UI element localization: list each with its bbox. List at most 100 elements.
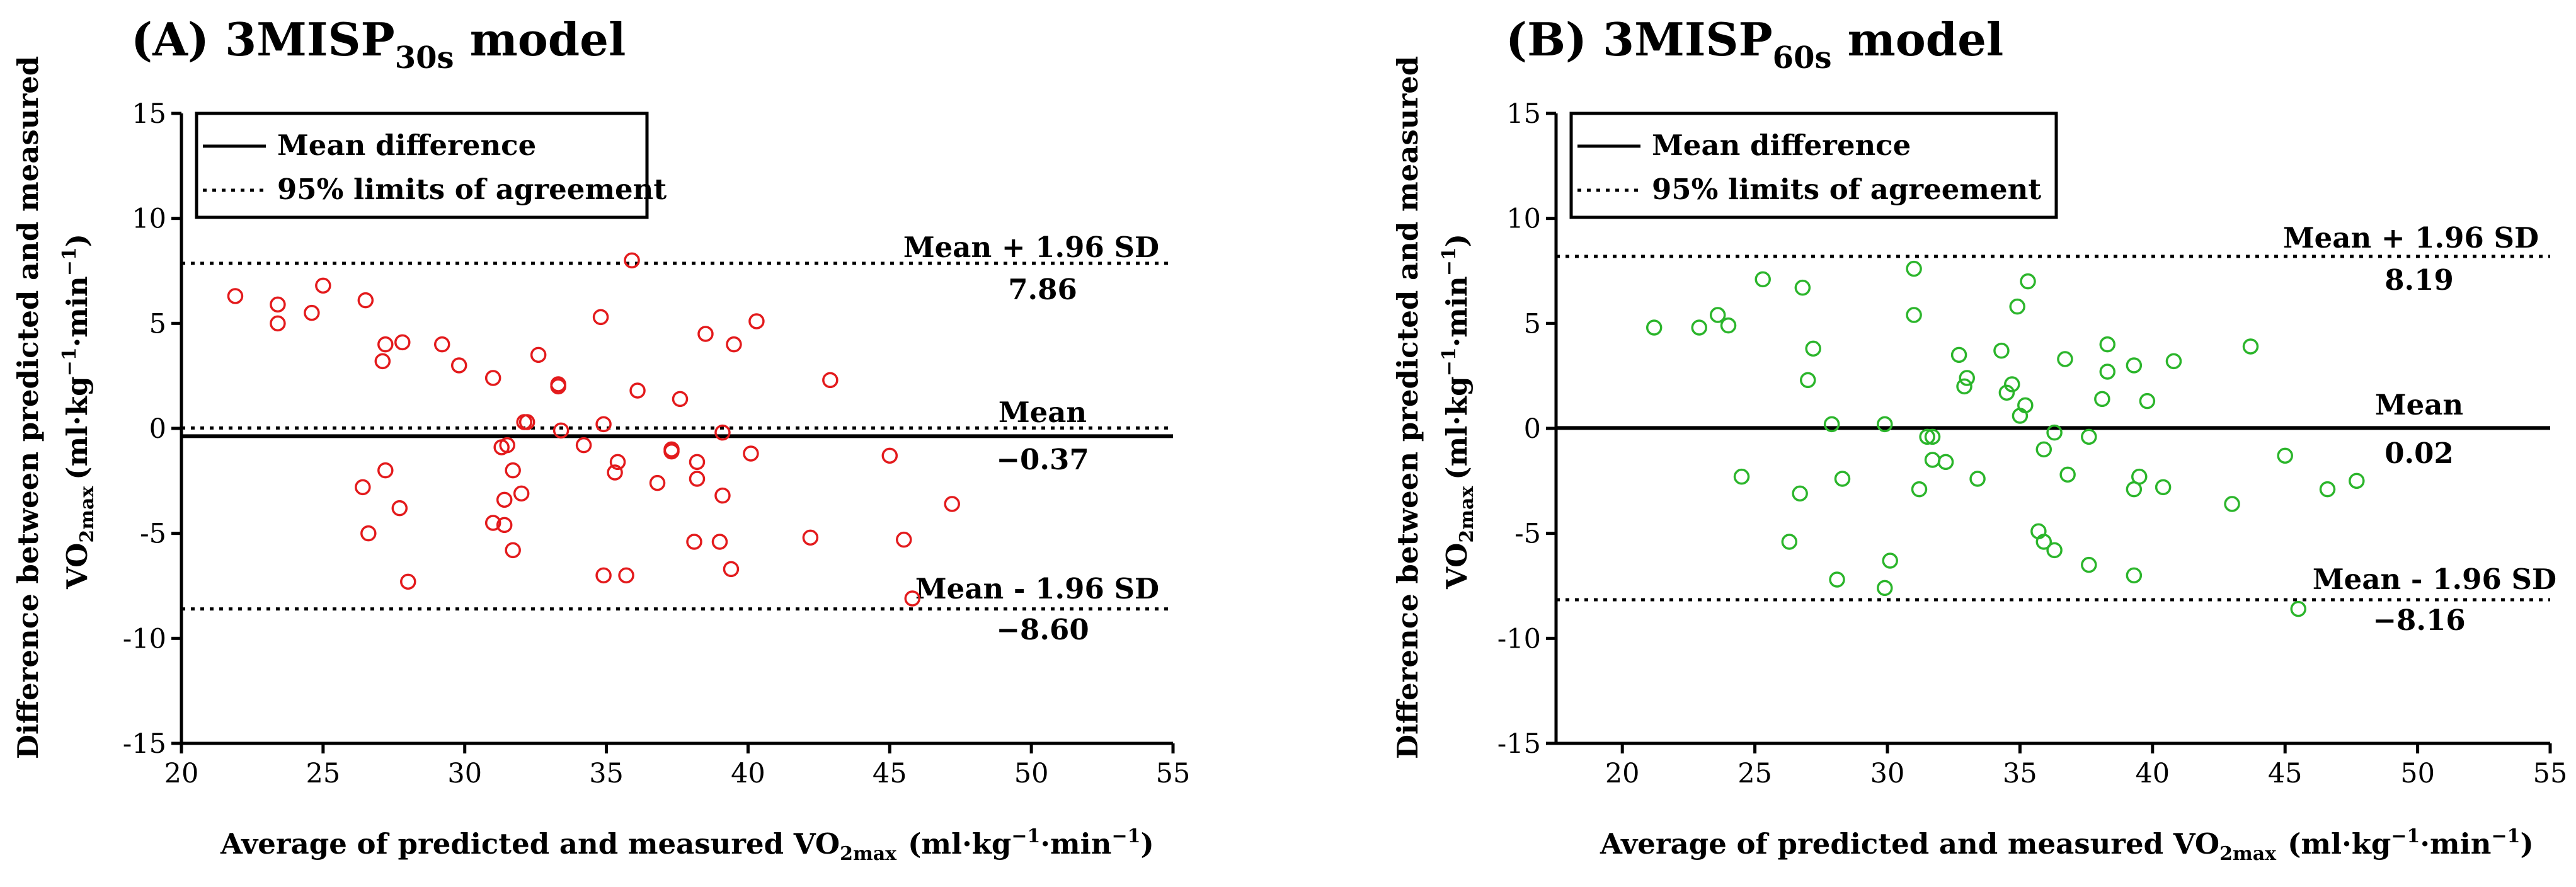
panel-a-upper-label: Mean + 1.96 SD <box>903 231 1159 264</box>
panel-a: (A) 3MISP30s model Difference between pr… <box>11 13 1190 865</box>
data-point <box>802 529 819 546</box>
data-point <box>1755 271 1771 288</box>
x-tick-label: 50 <box>1014 758 1049 789</box>
data-point <box>1993 342 2010 359</box>
data-point <box>1691 319 1707 336</box>
data-point <box>2165 353 2182 370</box>
panel-a-y-axis-label: Difference between predicted and measure… <box>11 56 98 759</box>
panel-a-x-axis-label: Average of predicted and measured VO2max… <box>220 825 1154 865</box>
data-point <box>575 437 592 454</box>
panel-b-title: (B) 3MISP60s model <box>1506 13 2003 76</box>
data-point <box>360 525 377 542</box>
data-point <box>1877 580 1893 597</box>
panel-b-upper-label: Mean + 1.96 SD <box>2283 221 2539 255</box>
data-point <box>2081 556 2097 573</box>
data-point <box>484 370 501 386</box>
data-point <box>822 372 839 389</box>
y-tick-label: 0 <box>149 413 166 445</box>
y-tick-label: 5 <box>149 308 166 340</box>
data-point <box>550 378 566 395</box>
data-point <box>1720 317 1737 334</box>
x-tick-label: 20 <box>1605 758 1640 789</box>
panel-a-lower-value: −8.60 <box>996 613 1089 646</box>
data-point <box>607 464 623 481</box>
data-point <box>304 304 320 321</box>
data-point <box>689 454 706 471</box>
data-point <box>1906 307 1922 323</box>
data-point <box>513 485 530 502</box>
panel-b-legend-mean: Mean difference <box>1652 129 1911 162</box>
panel-a-legend: Mean difference 95% limits of agreement <box>195 112 667 219</box>
data-point <box>2349 472 2365 489</box>
data-point <box>2139 392 2156 409</box>
data-point <box>881 447 898 464</box>
panel-a-legend-box <box>195 112 649 219</box>
panel-b-legend-loa: 95% limits of agreement <box>1652 173 2041 206</box>
data-point <box>2131 468 2148 485</box>
data-point <box>1956 378 1972 395</box>
x-tick-label: 30 <box>447 758 482 789</box>
panel-b-lower-value: −8.16 <box>2373 604 2465 637</box>
panel-a-y-ticks: -15 -10 -5 0 5 10 15 <box>123 98 181 760</box>
data-point <box>1709 307 1726 323</box>
data-point <box>357 292 374 309</box>
x-tick-label: 45 <box>873 758 907 789</box>
panel-b-legend-box <box>1569 112 2058 219</box>
data-point <box>2004 376 2020 392</box>
data-point <box>672 391 689 408</box>
data-point <box>227 288 244 304</box>
y-tick-label: 5 <box>1524 308 1541 340</box>
data-point <box>2081 428 2097 445</box>
data-point <box>743 445 759 462</box>
data-point <box>1792 485 1808 502</box>
x-tick-label: 45 <box>2268 758 2303 789</box>
data-point <box>1959 370 1975 386</box>
data-point <box>904 590 921 607</box>
data-point <box>1911 481 1928 498</box>
data-point <box>1882 552 1898 569</box>
panel-b-legend: Mean difference 95% limits of agreement <box>1569 112 2058 219</box>
data-point <box>697 326 714 342</box>
x-tick-label: 25 <box>306 758 340 789</box>
data-point <box>552 422 570 439</box>
panel-b-upper-value: 8.19 <box>2384 263 2454 297</box>
data-point <box>518 414 535 430</box>
data-point <box>2046 542 2063 559</box>
data-point <box>2099 363 2116 380</box>
data-point <box>2046 424 2063 441</box>
data-point <box>663 443 680 460</box>
data-point <box>1924 428 1941 445</box>
data-point <box>2012 408 2029 424</box>
data-point <box>400 573 416 590</box>
data-point <box>530 346 547 363</box>
panel-b-points <box>1646 260 2365 617</box>
data-point <box>1924 452 1941 468</box>
panel-a-mean-value: −0.37 <box>996 443 1089 476</box>
data-point <box>2224 496 2240 512</box>
data-point <box>1906 260 1922 277</box>
data-point <box>2319 481 2336 498</box>
data-point <box>1950 346 1967 363</box>
data-point <box>1998 384 2015 401</box>
panel-b-lower-label: Mean - 1.96 SD <box>2313 563 2556 596</box>
data-point <box>609 454 626 471</box>
data-point <box>689 471 706 487</box>
data-point <box>624 252 640 269</box>
panel-a-lower-label: Mean - 1.96 SD <box>915 572 1159 605</box>
panel-a-x-ticks: 20 25 30 35 40 45 50 55 <box>164 743 1190 789</box>
data-point <box>2059 466 2076 483</box>
data-point <box>496 491 513 508</box>
data-point <box>1781 534 1798 550</box>
data-point <box>1969 471 1986 487</box>
panel-a-points <box>227 252 960 607</box>
panel-a-title: (A) 3MISP30s model <box>131 13 626 76</box>
x-tick-label: 55 <box>2533 758 2568 789</box>
x-tick-label: 20 <box>164 758 199 789</box>
data-point <box>2290 600 2306 617</box>
data-point <box>629 382 646 399</box>
data-point <box>1794 279 1811 296</box>
data-point <box>499 437 515 454</box>
panel-b-y-axis-label: Difference between predicted and measure… <box>1391 56 1478 759</box>
data-point <box>270 315 286 332</box>
data-point <box>450 357 467 374</box>
